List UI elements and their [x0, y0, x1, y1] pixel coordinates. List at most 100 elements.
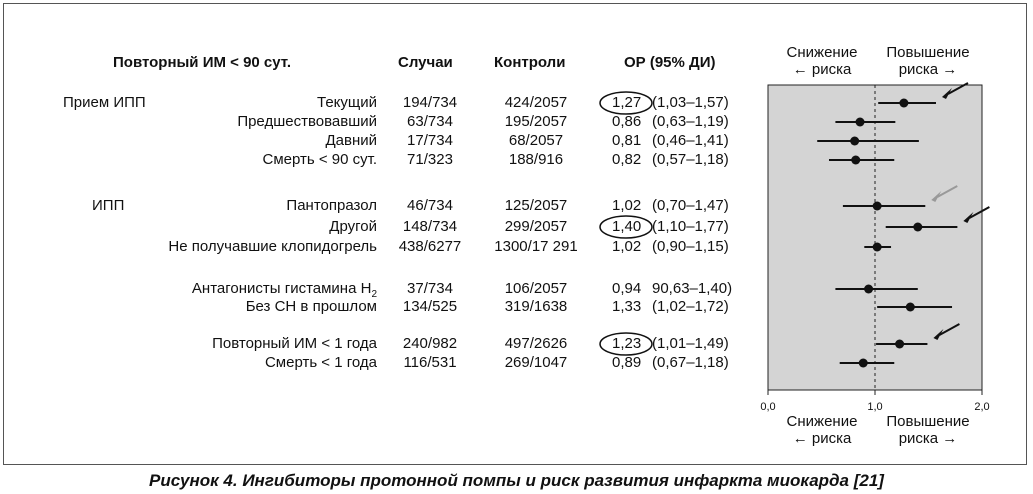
x-tick-label: 2,0: [974, 401, 989, 413]
highlight-arrow-head: [963, 212, 974, 223]
row-or-main: 0,94: [612, 280, 642, 297]
row-label-text: Пантопразол: [286, 197, 377, 214]
row-or-main: 1,33: [612, 298, 642, 315]
figure-caption: Рисунок 4. Ингибиторы протонной помпы и …: [149, 471, 884, 490]
highlight-arrow-head: [931, 191, 942, 202]
bottom-left-line2: ← риска: [792, 430, 852, 447]
group-label-ppi-intake: Прием ИПП: [63, 94, 146, 111]
row-cases: 17/734: [407, 132, 453, 149]
top-right-direction: Повышение риска →: [880, 44, 976, 78]
header-controls: Контроли: [494, 54, 566, 71]
bottom-left-line1: Снижение: [786, 413, 858, 430]
row-label-text: Давний: [325, 132, 377, 149]
row-or-main: 1,02: [612, 238, 642, 255]
highlight-arrow-shaft: [936, 185, 958, 198]
row-or-ci: (0,63–1,19): [652, 113, 729, 130]
group-label-ppi: ИПП: [92, 197, 125, 214]
row-or-ci: (1,01–1,49): [652, 335, 729, 352]
row-or-ci: (0,67–1,18): [652, 354, 729, 371]
row-cases: 148/734: [402, 218, 458, 235]
or-highlight-ellipse: [599, 91, 653, 115]
row-or-ci: (1,02–1,72): [652, 298, 729, 315]
row-controls: 106/2057: [504, 280, 568, 297]
row-label-text: Текущий: [317, 94, 377, 111]
or-point: [864, 284, 874, 294]
row-or-ci: (0,57–1,18): [652, 151, 729, 168]
or-point: [872, 201, 882, 211]
or-point: [905, 302, 915, 312]
or-point: [855, 117, 865, 127]
row-label: Предшествовавший: [237, 113, 377, 131]
highlight-arrow-head: [933, 329, 944, 340]
row-or-main: 1,23: [612, 335, 642, 352]
header-cases: Случаи: [398, 54, 453, 71]
top-right-line2: риска →: [898, 61, 958, 78]
x-tick-label: 1,0: [867, 401, 882, 413]
top-right-line1: Повышение: [886, 44, 970, 61]
row-cases: 71/323: [407, 151, 453, 168]
row-label-subscript: 2: [371, 289, 377, 300]
highlight-arrow-head: [941, 88, 952, 99]
row-label: Другой: [329, 218, 377, 236]
row-controls: 299/2057: [504, 218, 568, 235]
row-label-text: Предшествовавший: [237, 113, 377, 130]
or-point: [913, 222, 923, 232]
row-or-main: 0,82: [612, 151, 642, 168]
row-label: Без СН в прошлом: [246, 298, 377, 316]
highlight-arrow-shaft: [947, 82, 969, 95]
or-point: [899, 98, 909, 108]
row-label-text: Другой: [329, 218, 377, 235]
top-left-line1: Снижение: [786, 44, 858, 61]
top-left-line2: ← риска: [792, 61, 852, 78]
row-controls: 269/1047: [504, 354, 568, 371]
row-controls: 195/2057: [504, 113, 568, 130]
or-point: [872, 242, 882, 252]
row-label: Не получавшие клопидогрель: [168, 238, 377, 256]
row-controls: 424/2057: [504, 94, 568, 111]
row-label-text: Смерть < 90 сут.: [262, 151, 377, 168]
row-cases: 240/982: [402, 335, 458, 352]
row-controls: 188/916: [508, 151, 564, 168]
or-point: [858, 358, 868, 368]
row-or-main: 0,86: [612, 113, 642, 130]
highlight-arrow-shaft: [938, 323, 960, 336]
row-or-main: 0,81: [612, 132, 642, 149]
bottom-right-line1: Повышение: [886, 413, 970, 430]
row-or-ci: (0,70–1,47): [652, 197, 729, 214]
row-label: Смерть < 1 года: [265, 354, 377, 372]
row-controls: 125/2057: [504, 197, 568, 214]
row-cases: 134/525: [402, 298, 458, 315]
bottom-right-direction: Повышение риска →: [880, 413, 976, 447]
or-point: [850, 136, 860, 146]
row-cases: 116/531: [403, 354, 457, 371]
row-or-ci: (1,10–1,77): [652, 218, 729, 235]
row-label: Повторный ИМ < 1 года: [212, 335, 377, 353]
row-cases: 438/6277: [398, 238, 462, 255]
row-or-main: 1,27: [612, 94, 642, 111]
top-left-direction: Снижение ← риска: [776, 44, 868, 78]
row-or-main: 0,89: [612, 354, 642, 371]
row-label-text: Без СН в прошлом: [245, 298, 377, 315]
bottom-right-line2: риска →: [898, 430, 958, 447]
row-or-ci: 90,63–1,40): [652, 280, 733, 297]
row-label: Текущий: [317, 94, 377, 112]
x-tick-label: 0,0: [760, 401, 775, 413]
bottom-left-direction: Снижение ← риска: [776, 413, 868, 447]
row-cases: 194/734: [402, 94, 458, 111]
figure-frame: [3, 3, 1027, 465]
header-group: Повторный ИМ < 90 сут.: [113, 54, 291, 71]
row-controls: 68/2057: [508, 132, 564, 149]
row-label: Пантопразол: [286, 197, 377, 215]
row-label: Антагонисты гистамина H2: [192, 280, 377, 304]
row-controls: 319/1638: [504, 298, 568, 315]
row-cases: 63/734: [407, 113, 453, 130]
header-or: ОР (95% ДИ): [624, 54, 716, 71]
row-or-main: 1,02: [612, 197, 642, 214]
row-label-text: Антагонисты гистамина H: [191, 280, 372, 297]
row-label-text: Повторный ИМ < 1 года: [212, 335, 377, 352]
row-or-ci: (0,90–1,15): [652, 238, 729, 255]
row-or-ci: (1,03–1,57): [652, 94, 729, 111]
row-or-ci: (0,46–1,41): [652, 132, 729, 149]
or-point: [851, 155, 861, 165]
